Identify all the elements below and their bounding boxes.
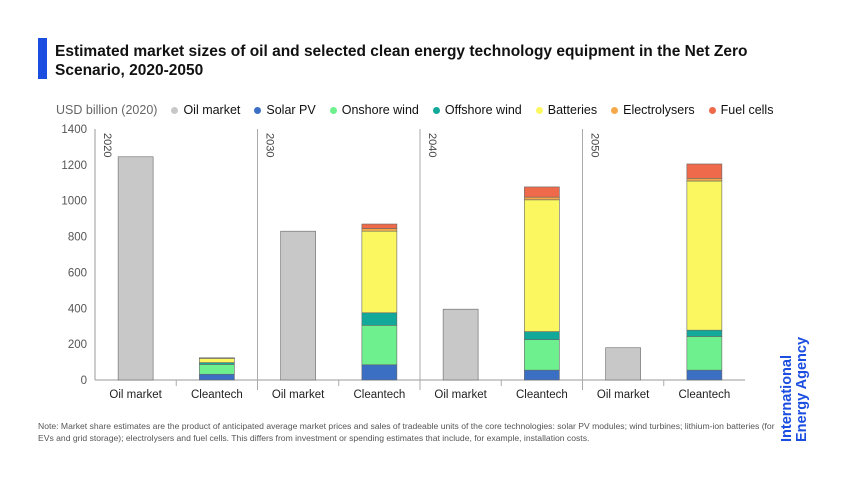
logo-line-1: International [779,354,795,442]
bar-segment-batteries [524,199,560,332]
y-tick-label: 1000 [61,196,87,208]
legend-swatch [171,106,179,114]
footnote: Note: Market share estimates are the pro… [38,421,775,443]
legend-label: Offshore wind [444,103,522,117]
x-category-label: Cleantech [353,389,405,401]
legend-item-fuel-cells: Fuel cells [708,103,774,117]
bar-segment-solar-pv [361,364,398,381]
bar-segment-electrolysers [686,178,723,182]
bar-segment-fuel-cells [686,163,723,179]
bar-segment-fuel-cells [524,186,560,198]
bar-segment-solar-pv [686,369,723,381]
legend-swatch [254,106,262,114]
bar-segment-onshore-wind [199,364,235,375]
bar-segment-fuel-cells [199,357,235,359]
legend-swatch [708,106,716,114]
x-category-label: Oil market [434,389,487,401]
y-tick-label: 600 [68,267,87,279]
bar-segment-batteries [686,180,723,331]
bar-segment-fuel-cells [361,223,398,229]
x-category-label: Oil market [109,389,162,401]
bar-segment-onshore-wind [361,325,398,366]
legend-swatch [611,106,619,114]
legend-item-solar-pv: Solar PV [254,103,316,117]
stacked-bar-chart: 0 200 400 600 800 1000 1200 1400 2020 Oil market C… [61,124,745,401]
bar-segment-onshore-wind [686,336,723,371]
y-tick-label: 1200 [61,160,87,172]
bar-segment-electrolysers [524,196,560,201]
bar-segment-batteries [361,230,398,314]
bar-segment-oil-market [605,347,641,381]
legend-label: Onshore wind [341,103,419,117]
x-category-label: Oil market [597,389,650,401]
iea-logo: International Energy Agency [779,322,830,442]
legend-item-electrolysers: Electrolysers [611,103,695,117]
bar-segment-onshore-wind [524,339,560,371]
y-axis-unit-label: USD billion (2020) [56,103,158,117]
bar-segment-offshore-wind [361,312,398,326]
bar-segment-electrolysers [361,228,398,232]
x-category-label: Cleantech [191,389,243,401]
legend-item-offshore-wind: Offshore wind [432,103,522,117]
legend: USD billion (2020) Oil market Solar PV O… [56,102,787,118]
logo-line-2: Energy Agency [794,336,810,442]
bar-segment-oil-market [117,156,154,381]
bar-segment-oil-market [280,230,316,381]
legend-swatch [432,106,440,114]
x-category-label: Oil market [272,389,325,401]
y-tick-label: 400 [68,303,87,315]
group-year-label: 2030 [264,133,276,157]
legend-swatch [329,106,337,114]
title-accent-bar [38,38,47,79]
legend-label: Fuel cells [720,103,774,117]
legend-item-batteries: Batteries [535,103,598,117]
legend-label: Solar PV [266,103,316,117]
y-tick-label: 0 [81,375,87,387]
bar-segment-solar-pv [199,373,235,381]
group-year-label: 2040 [426,133,438,157]
chart-title: Estimated market sizes of oil and select… [55,43,748,79]
bar-segment-batteries [199,357,235,363]
legend-label: Batteries [547,103,598,117]
bar-segment-solar-pv [524,369,560,381]
legend-label: Electrolysers [623,103,695,117]
legend-item-oil-market: Oil market [171,103,240,117]
legend-item-onshore-wind: Onshore wind [329,103,419,117]
x-category-label: Cleantech [678,389,730,401]
legend-label: Oil market [183,103,241,117]
y-tick-label: 1400 [61,124,87,136]
y-tick-label: 200 [68,339,87,351]
bar-segment-offshore-wind [524,331,560,340]
group-year-label: 2050 [589,133,601,157]
y-tick-label: 800 [68,232,87,244]
legend-swatch [535,106,543,114]
bar-segment-offshore-wind [686,329,723,337]
bar-segment-oil-market [442,308,479,381]
x-category-label: Cleantech [516,389,568,401]
group-year-label: 2020 [101,133,113,157]
